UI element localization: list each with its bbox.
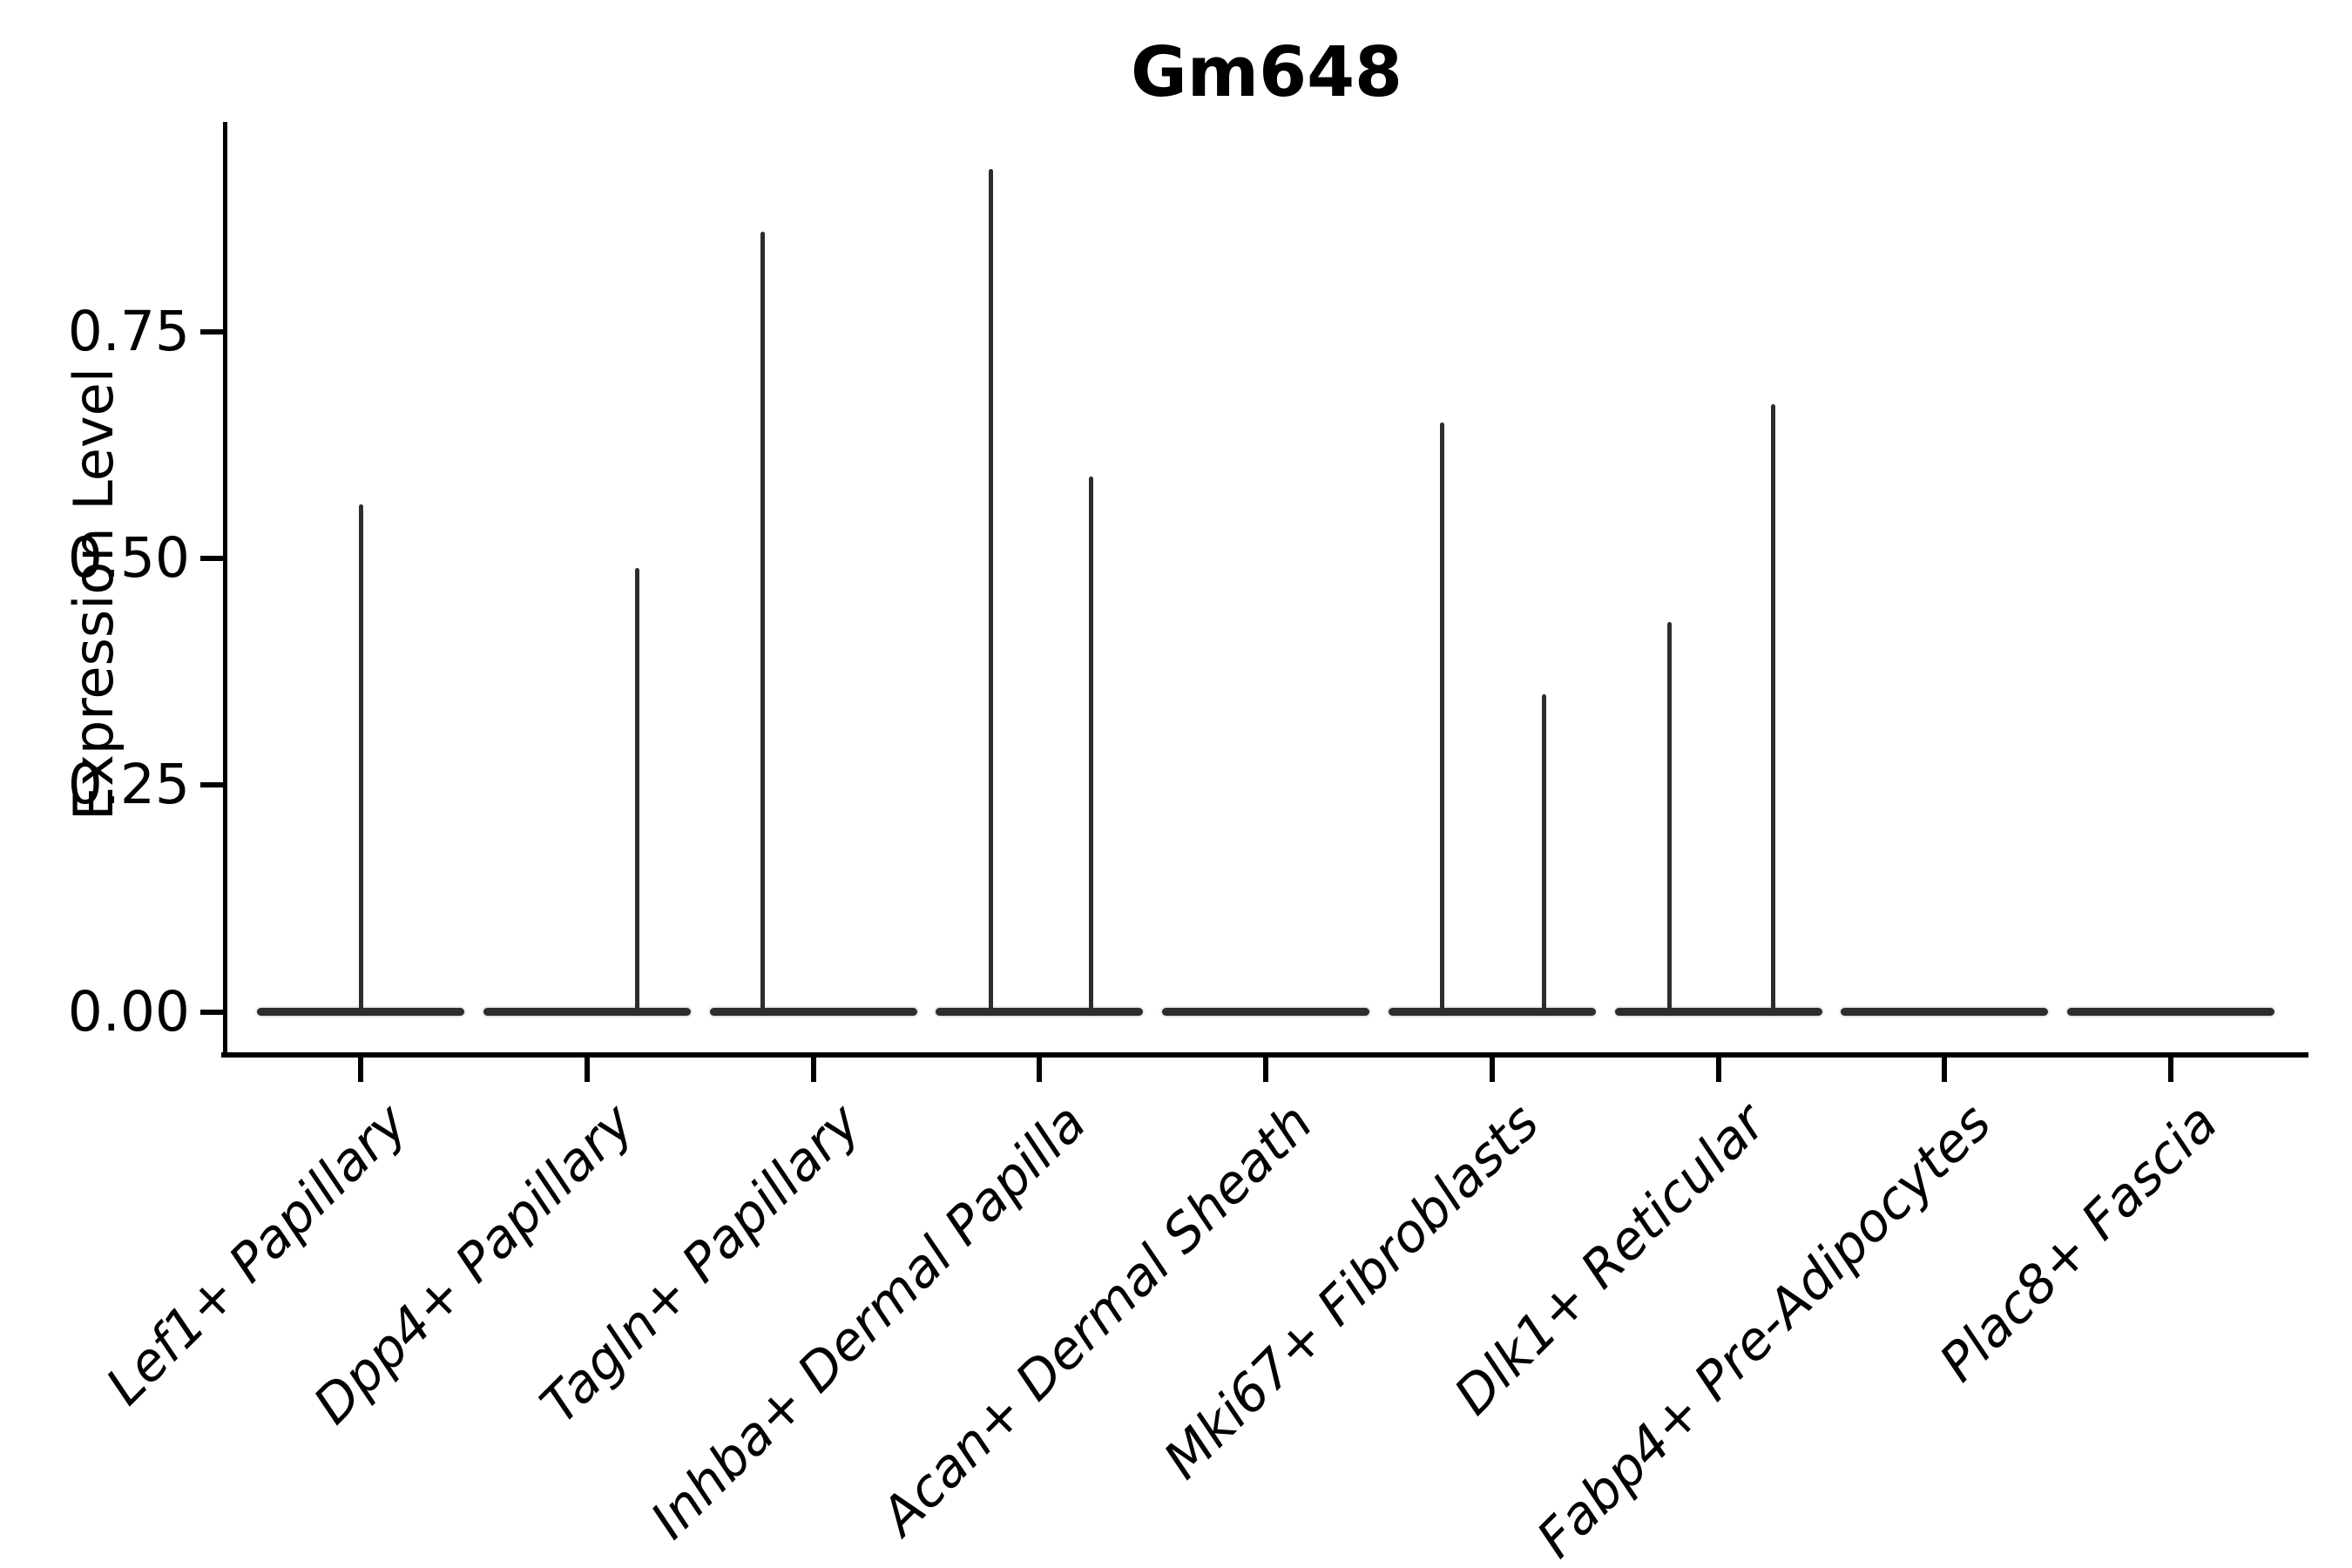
violin-body <box>1162 1008 1370 1016</box>
violin-body <box>936 1008 1144 1016</box>
x-axis-spine <box>221 1052 2308 1058</box>
violin-body <box>483 1008 691 1016</box>
y-axis-tick <box>200 1009 223 1015</box>
x-axis-tick <box>2167 1058 2173 1082</box>
y-tick-label: 0.50 <box>67 526 190 591</box>
x-axis-tick <box>1715 1058 1721 1082</box>
violin-spike <box>358 504 363 1015</box>
x-axis-tick <box>1489 1058 1495 1082</box>
y-axis-spine <box>223 122 227 1058</box>
violin-spike <box>1089 476 1094 1015</box>
violin-spike <box>635 567 640 1015</box>
y-axis-tick <box>200 782 223 788</box>
y-axis-tick <box>200 328 223 335</box>
violin-body <box>1841 1008 2049 1016</box>
y-tick-label: 0.75 <box>67 299 190 363</box>
x-axis-tick <box>1037 1058 1043 1082</box>
violin-body <box>1614 1008 1822 1016</box>
x-axis-tick <box>1942 1058 1948 1082</box>
y-tick-label: 0.25 <box>67 753 190 817</box>
x-axis-tick <box>585 1058 590 1082</box>
x-axis-tick <box>358 1058 364 1082</box>
violin-spike <box>1440 422 1445 1015</box>
x-axis-tick <box>1263 1058 1269 1082</box>
violin-spike <box>760 232 766 1015</box>
violin-body <box>1388 1008 1596 1016</box>
violin-body <box>2066 1008 2274 1016</box>
violin-spike <box>1771 404 1776 1015</box>
violin-spike <box>988 168 993 1015</box>
y-axis-tick <box>200 556 223 562</box>
violin-spike <box>1542 694 1547 1015</box>
violin-spike <box>1666 621 1672 1015</box>
chart-title: Gm648 <box>1130 32 1403 112</box>
y-tick-label: 0.00 <box>67 979 190 1044</box>
x-axis-tick <box>810 1058 816 1082</box>
violin-body <box>709 1008 917 1016</box>
